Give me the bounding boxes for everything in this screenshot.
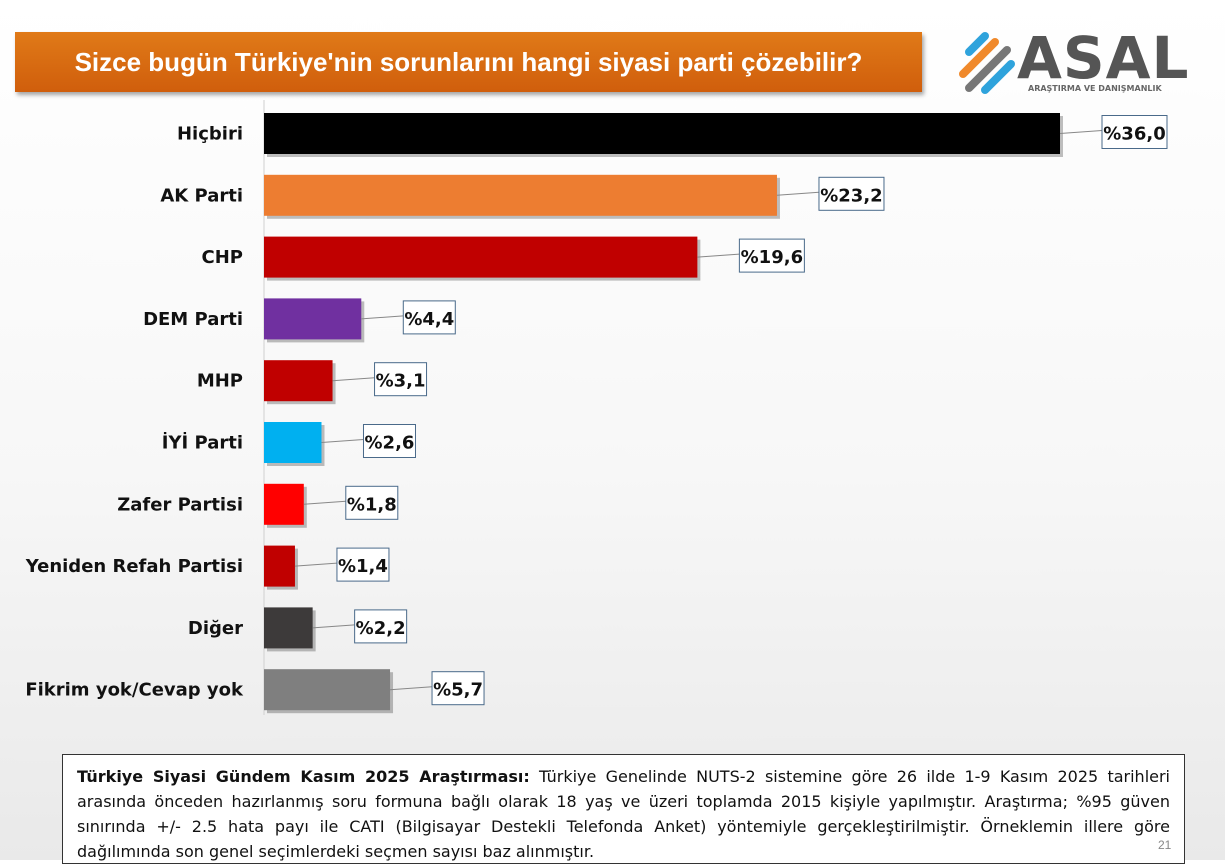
data-label: %4,4	[404, 309, 454, 330]
label-leader-line	[321, 439, 364, 443]
label-leader-line	[389, 686, 433, 691]
logo-wordmark: ASAL	[1017, 24, 1190, 92]
data-label-box	[738, 238, 805, 273]
data-label-box	[818, 176, 885, 211]
asal-logo: ASAL ARAŞTIRMA VE DANIŞMANLIK	[955, 24, 1190, 102]
label-leader-line	[1059, 130, 1103, 134]
methodology-heading: Türkiye Siyasi Gündem Kasım 2025 Araştır…	[77, 767, 530, 786]
data-label-box	[374, 362, 428, 397]
asal-logo-mark-icon	[959, 32, 1015, 94]
chart-title: Sizce bugün Türkiye'nin sorunlarını hang…	[74, 46, 863, 77]
label-leader-line	[332, 377, 375, 382]
data-label-box	[431, 671, 485, 706]
category-label: İYİ Parti	[162, 432, 243, 454]
data-label-box	[336, 547, 390, 582]
category-label: Hiçbiri	[177, 124, 243, 145]
title-banner: Sizce bugün Türkiye'nin sorunlarını hang…	[15, 32, 922, 92]
bar	[264, 113, 1060, 154]
data-label-box	[362, 424, 416, 458]
data-label: %5,7	[433, 680, 483, 701]
bar	[264, 298, 362, 340]
category-label: MHP	[197, 371, 243, 392]
label-leader-line	[312, 624, 355, 629]
category-label: CHP	[202, 247, 243, 268]
category-label: AK Parti	[160, 185, 243, 206]
bar-chart: Hiçbiri %36,0 AK Parti %23,2 CHP %19,6 DEM Par…	[25, 100, 1168, 715]
category-label: Diğer	[188, 618, 243, 639]
category-label: DEM Parti	[143, 309, 243, 330]
label-leader-line	[303, 500, 346, 505]
data-label: %19,6	[741, 247, 803, 268]
data-label: %1,8	[347, 494, 397, 515]
bar	[264, 483, 304, 525]
data-label: %1,4	[338, 556, 388, 577]
data-label-box	[1101, 115, 1168, 149]
data-label: %2,2	[356, 618, 406, 639]
bar	[264, 360, 333, 402]
bar	[264, 422, 322, 463]
data-label: %36,0	[1103, 124, 1165, 145]
bar	[264, 669, 391, 711]
data-label: %23,2	[820, 185, 882, 206]
data-label-box	[402, 300, 456, 335]
category-label: Zafer Partisi	[117, 494, 243, 515]
page-number: 21	[1158, 838, 1172, 852]
category-label: Yeniden Refah Partisi	[25, 556, 243, 577]
logo-subtitle: ARAŞTIRMA VE DANIŞMANLIK	[1028, 84, 1162, 93]
methodology-note: Türkiye Siyasi Gündem Kasım 2025 Araştır…	[62, 754, 1185, 864]
label-leader-line	[361, 315, 404, 320]
data-label: %3,1	[376, 371, 426, 392]
bar	[264, 607, 313, 649]
bar	[264, 236, 698, 278]
methodology-text: Türkiye Genelinde NUTS-2 sistemine göre …	[77, 767, 1171, 861]
label-leader-line	[294, 562, 337, 567]
data-label-box	[354, 609, 408, 644]
bar	[264, 174, 777, 216]
data-label-box	[345, 485, 399, 520]
category-label: Fikrim yok/Cevap yok	[25, 680, 244, 701]
data-label: %2,6	[365, 433, 415, 454]
label-leader-line	[776, 191, 820, 196]
bar	[264, 545, 295, 587]
label-leader-line	[697, 253, 740, 258]
